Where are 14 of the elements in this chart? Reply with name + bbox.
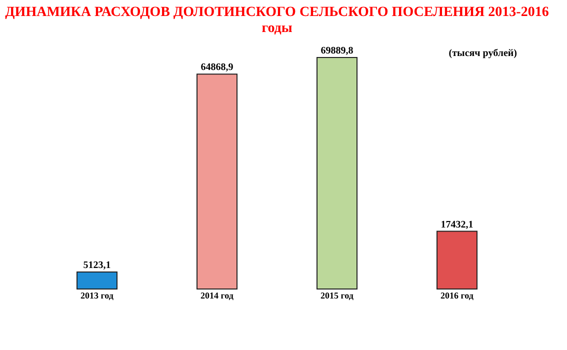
x-tick-label: 2014 год [200,290,234,300]
bar [76,272,118,290]
data-label: 69889,8 [320,46,354,57]
data-label: 5123,1 [83,260,111,272]
chart-title: ДИНАМИКА РАСХОДОВ ДОЛОТИНСКОГО СЕЛЬСКОГО ПОСЕЛЕНИЯ 2013-2016 годы [5,5,549,36]
data-label: 17432,1 [440,219,474,230]
x-tick-label: 2015 год [320,290,354,300]
annotation: (тысяч рублей) [448,48,517,59]
x-tick-label: 2016 год [440,290,474,300]
bar [196,74,238,290]
x-tick-label: 2013 год [80,290,114,300]
bar [436,230,478,290]
data-label: 64868,9 [200,62,234,74]
bar [316,57,358,290]
